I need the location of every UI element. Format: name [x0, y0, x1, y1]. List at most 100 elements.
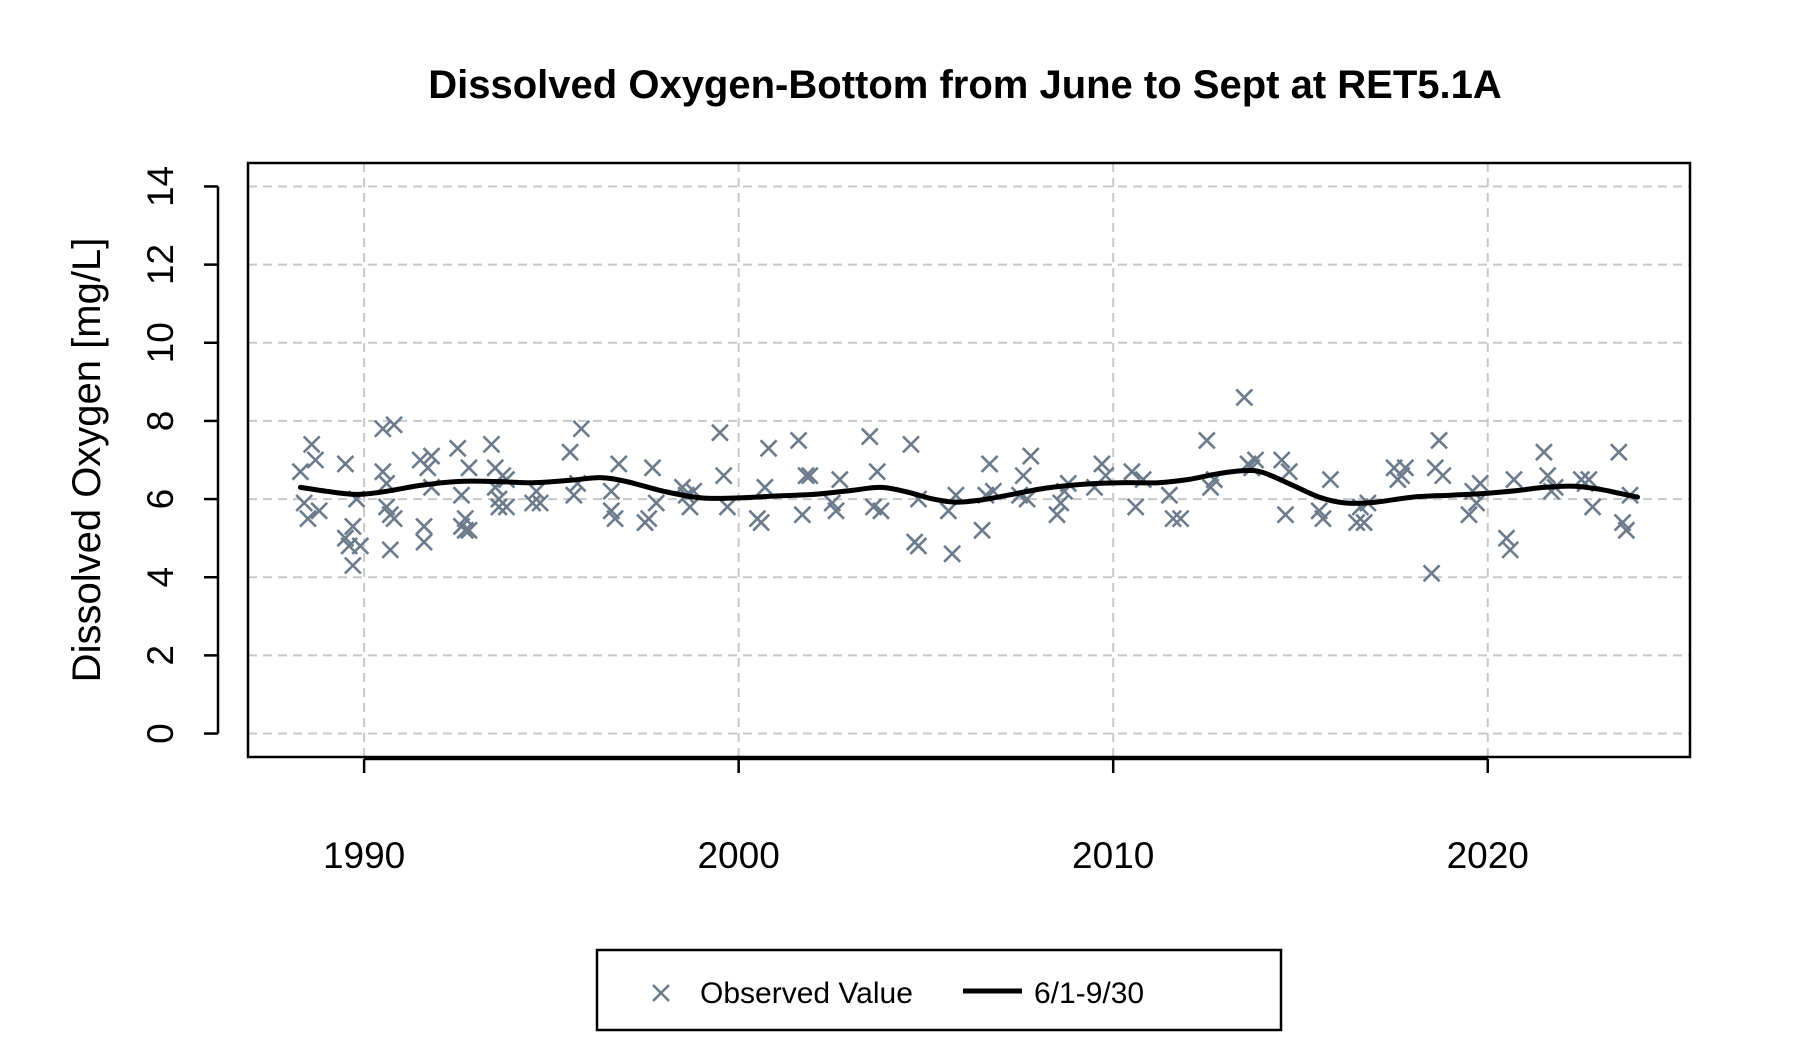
observed-point	[1314, 509, 1332, 528]
observed-point	[482, 435, 501, 454]
observed-point	[1021, 447, 1040, 466]
observed-point	[1535, 443, 1553, 462]
observed-point	[860, 427, 879, 446]
observed-point	[295, 494, 314, 512]
observed-point	[385, 415, 403, 434]
x-tick-label: 2020	[1447, 835, 1529, 876]
observed-point	[1422, 564, 1441, 583]
observed-point	[639, 509, 658, 528]
observed-point	[299, 509, 317, 528]
observed-point	[793, 505, 812, 524]
observed-point	[980, 454, 999, 473]
observed-point	[718, 497, 737, 516]
chart-title: Dissolved Oxygen-Bottom from June to Sep…	[428, 63, 1502, 107]
observed-point	[302, 435, 321, 454]
observed-point	[572, 419, 591, 438]
observed-point	[1276, 505, 1295, 524]
y-tick-label: 0	[140, 723, 181, 744]
y-axis-label: Dissolved Oxygen [mg/L]	[65, 238, 109, 683]
observed-point	[1093, 454, 1111, 473]
observed-point	[490, 497, 508, 516]
observed-point	[1171, 509, 1190, 528]
observed-point	[973, 521, 992, 540]
observed-point	[448, 439, 467, 458]
grid-lines	[248, 163, 1690, 757]
observed-point	[830, 470, 849, 489]
observed-point	[1505, 470, 1523, 489]
observed-point	[714, 466, 733, 485]
legend-box	[595, 948, 1283, 1032]
y-tick-label: 2	[140, 645, 181, 666]
legend-observed-marker-icon	[652, 984, 670, 1002]
observed-point	[909, 537, 928, 555]
observed-point	[1609, 443, 1628, 462]
observed-point	[1501, 540, 1520, 559]
plot-series	[291, 388, 1641, 583]
observed-point	[523, 494, 542, 512]
observed-point	[872, 501, 890, 520]
observed-point	[789, 431, 808, 450]
plot-area-frame	[246, 161, 1692, 759]
axes: 1990 2000 2010 2020 0 2 4 6 8 10 12 14	[140, 166, 1529, 876]
observed-point	[418, 458, 437, 477]
observed-point	[681, 497, 699, 516]
observed-point	[868, 462, 887, 481]
observed-point	[1235, 388, 1254, 407]
observed-point	[373, 419, 392, 438]
observed-point	[460, 458, 478, 477]
legend-observed-label: Observed Value	[700, 977, 913, 1010]
observed-point	[1433, 466, 1452, 485]
observed-point	[373, 462, 392, 481]
observed-point	[456, 509, 475, 528]
observed-point	[939, 501, 958, 520]
observed-point	[1160, 486, 1179, 505]
observed-point	[902, 435, 920, 454]
observed-point	[1460, 505, 1478, 524]
observed-point	[1197, 431, 1216, 450]
trend-line	[297, 467, 1641, 506]
observed-point	[343, 556, 362, 575]
observed-point	[1471, 474, 1490, 493]
observed-point	[1497, 529, 1516, 548]
observed-point	[497, 497, 516, 516]
observed-point	[561, 443, 580, 462]
observed-point	[460, 521, 478, 540]
x-tick-label: 1990	[323, 835, 405, 876]
observed-point	[797, 466, 815, 485]
observed-point	[381, 540, 400, 559]
observed-point	[1051, 494, 1070, 512]
observed-point	[755, 478, 774, 497]
observed-point	[1048, 505, 1066, 524]
observed-point	[1355, 513, 1374, 532]
y-tick-label: 4	[140, 567, 181, 588]
y-tick-label: 8	[140, 411, 181, 432]
observed-point	[800, 466, 819, 485]
observed-point	[1430, 431, 1448, 450]
observed-point	[1014, 466, 1033, 485]
observed-point	[527, 482, 546, 501]
y-tick-label: 14	[140, 166, 181, 207]
observed-point	[351, 537, 370, 555]
observed-point	[1321, 470, 1340, 489]
legend-trend-label: 6/1-9/30	[1034, 977, 1144, 1010]
legend: Observed Value 6/1-9/30	[595, 948, 1283, 1032]
observed-point	[422, 447, 441, 466]
y-tick-label: 12	[140, 244, 181, 285]
observed-point	[564, 486, 583, 505]
y-tick-label: 6	[140, 489, 181, 510]
observed-point	[1467, 494, 1486, 512]
observed-point	[1396, 458, 1415, 477]
x-tick-label: 2000	[697, 835, 779, 876]
observed-point	[1164, 509, 1183, 528]
observed-point	[943, 544, 962, 563]
observed-point	[343, 517, 362, 536]
observed-point	[827, 501, 845, 520]
observed-point	[1123, 462, 1141, 481]
observed-point	[643, 458, 662, 477]
observed-point	[606, 509, 624, 528]
x-tick-label: 2010	[1072, 835, 1154, 876]
observed-point	[306, 451, 325, 469]
observed-point	[1583, 497, 1602, 516]
